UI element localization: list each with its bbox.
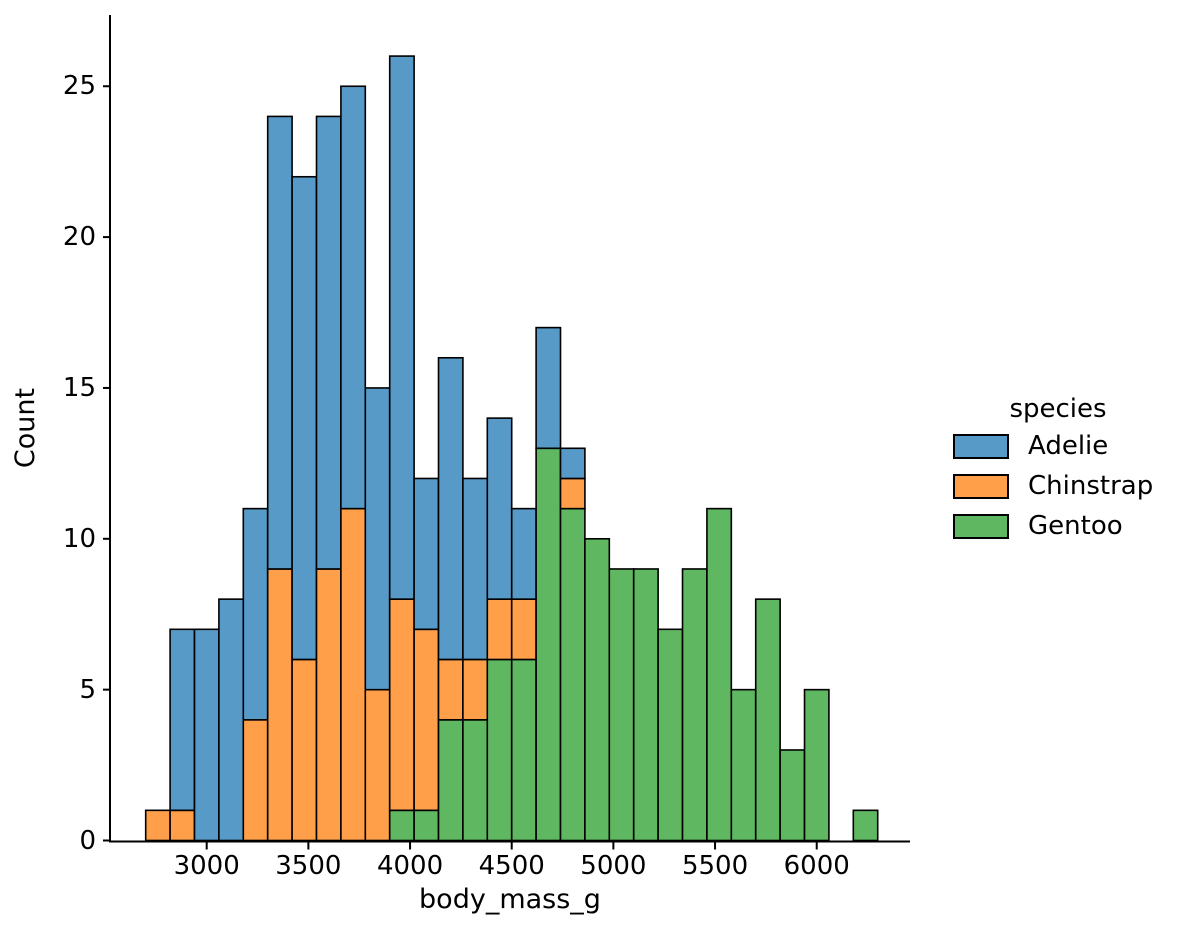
histogram-bar-segment	[388, 55, 415, 600]
x-tick-label: 3500	[275, 851, 342, 881]
histogram-bar-segment	[559, 447, 586, 480]
histogram-bar-segment	[266, 115, 293, 570]
histogram-bar-segment	[510, 507, 537, 600]
histogram-bar-segment	[242, 719, 269, 842]
histogram-bar-segment	[413, 477, 440, 631]
y-tick-label: 20	[62, 222, 96, 253]
histogram-bar-segment	[535, 326, 562, 450]
y-tick-label: 5	[79, 674, 96, 705]
bars-layer	[144, 55, 879, 842]
histogram-bar-segment	[486, 658, 513, 842]
histogram-bar-segment	[169, 628, 196, 812]
histogram-bar-segment	[852, 809, 879, 842]
adelie-color-swatch	[953, 433, 1009, 459]
x-tick-label: 6000	[783, 851, 850, 881]
legend: species Adelie Chinstrap Gentoo	[953, 393, 1163, 546]
x-tick-label: 4500	[478, 851, 545, 881]
histogram-bar-segment	[364, 688, 391, 842]
histogram-bar-segment	[510, 658, 537, 842]
histogram-bar-segment	[706, 507, 733, 842]
histogram-bar-segment	[169, 809, 196, 842]
histogram-bar-segment	[364, 387, 391, 691]
histogram-bar-segment	[144, 809, 171, 842]
histogram-bar-segment	[291, 658, 318, 842]
histogram-bar-segment	[315, 115, 342, 570]
histogram-bar-segment	[486, 417, 513, 600]
histogram-bar-segment	[779, 749, 806, 842]
y-tick-label: 15	[62, 372, 96, 403]
histogram-bar-segment	[218, 598, 245, 842]
histogram-bar-segment	[340, 507, 367, 842]
histogram-bar-segment	[413, 628, 440, 812]
y-tick-label: 10	[62, 523, 96, 554]
histogram-bar-segment	[559, 507, 586, 842]
y-axis-title: Count	[10, 387, 41, 469]
x-tick-label: 5500	[681, 851, 749, 881]
x-tick-label: 3000	[173, 851, 240, 881]
histogram-bar-segment	[437, 356, 464, 661]
gentoo-color-swatch	[953, 513, 1009, 539]
legend-row-gentoo: Gentoo	[953, 506, 1163, 546]
y-tick-label: 0	[79, 825, 96, 856]
histogram-bar-segment	[340, 85, 367, 510]
legend-label-gentoo: Gentoo	[1028, 511, 1123, 541]
axes-layer	[103, 15, 910, 850]
histogram-bar-segment	[437, 719, 464, 842]
histogram-bar-segment	[388, 598, 415, 812]
histogram-bar-segment	[413, 809, 440, 842]
legend-label-adelie: Adelie	[1028, 431, 1109, 461]
legend-row-adelie: Adelie	[953, 426, 1163, 466]
histogram-bar-segment	[632, 568, 659, 842]
histogram-bar-segment	[608, 568, 635, 842]
histogram-bar-segment	[486, 598, 513, 661]
histogram-bar-segment	[803, 688, 830, 842]
chinstrap-color-swatch	[953, 473, 1009, 499]
histogram-bar-segment	[291, 175, 318, 661]
legend-title: species	[1009, 394, 1107, 424]
histogram-bar-segment	[388, 809, 415, 842]
histogram-bar-segment	[462, 658, 489, 721]
histogram-bar-segment	[193, 628, 220, 842]
histogram-bar-segment	[657, 628, 684, 842]
histogram-bar-segment	[510, 598, 537, 661]
histogram-bar-segment	[559, 477, 586, 510]
y-tick-label: 25	[62, 71, 96, 102]
histogram-bar-segment	[584, 537, 611, 842]
histogram-bar-segment	[266, 568, 293, 842]
histogram-bar-segment	[462, 477, 489, 661]
x-tick-label: 4000	[376, 851, 444, 881]
histogram-bar-segment	[681, 568, 708, 842]
histogram-bar-segment	[754, 598, 781, 842]
histogram-bar-segment	[462, 719, 489, 842]
histogram-bar-segment	[437, 658, 464, 721]
x-tick-label: 5000	[580, 851, 647, 881]
x-axis-title: body_mass_g	[419, 884, 601, 915]
legend-row-chinstrap: Chinstrap	[953, 466, 1163, 506]
legend-label-chinstrap: Chinstrap	[1028, 471, 1154, 501]
histogram-bar-segment	[535, 447, 562, 842]
histogram-bar-segment	[242, 507, 269, 721]
histogram-bar-segment	[730, 688, 757, 842]
histogram-bar-segment	[315, 568, 342, 842]
